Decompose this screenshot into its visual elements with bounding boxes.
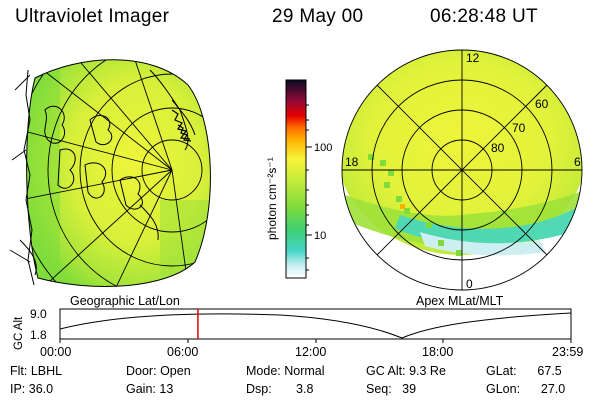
colorbar-tick-10: 10 — [314, 230, 326, 242]
time-tick-2359: 23:59 — [552, 345, 583, 359]
date-label: 29 May 00 — [272, 6, 364, 27]
seq-info: Seq: 39 — [366, 382, 417, 396]
mlt-label-0: 0 — [466, 277, 473, 291]
dsp-info: Dsp: 3.8 — [246, 382, 314, 396]
door-info: Door: Open — [126, 364, 191, 378]
door-value: Open — [160, 364, 191, 378]
mlt-label-6: 6 — [574, 155, 581, 169]
ip-info: IP: 36.0 — [10, 382, 54, 396]
geographic-image — [9, 59, 211, 287]
colorbar-tick-100: 100 — [314, 142, 332, 154]
glat-value: 67.5 — [537, 364, 562, 378]
mlt-label-18: 18 — [345, 155, 359, 169]
lat-label-60: 60 — [535, 97, 549, 111]
glat-info: GLat: 67.5 — [486, 364, 562, 378]
gcalt-info: GC Alt: 9.3 Re — [366, 364, 446, 378]
ip-value: 36.0 — [28, 382, 54, 396]
gain-info: Gain: 13 — [126, 382, 174, 396]
gcalt-value: 9.3 Re — [409, 364, 446, 378]
mode-value: Normal — [284, 364, 325, 378]
time-tick-0600: 06:00 — [167, 345, 198, 359]
timeline-ytick-top: 9.0 — [30, 307, 47, 321]
glon-value: 27.0 — [540, 382, 566, 396]
lat-label-80: 80 — [491, 141, 505, 155]
time-tick-0000: 00:00 — [40, 345, 71, 359]
colorbar: 100 10 photon cm⁻²s⁻¹ — [265, 79, 332, 279]
apex-label: Apex MLat/MLT — [416, 294, 504, 308]
glon-info: GLon: 27.0 — [486, 382, 566, 396]
time-tick-1200: 12:00 — [295, 345, 326, 359]
time-tick-1800: 18:00 — [422, 345, 453, 359]
time-label: 06:28:48 UT — [430, 6, 538, 27]
filter-value: LBHL — [30, 364, 63, 378]
timeline-ytick-bottom: 1.8 — [30, 328, 47, 342]
polar-plot: 12 18 6 0 60 70 80 — [341, 49, 583, 291]
mode-info: Mode: Normal — [246, 364, 325, 378]
gain-value: 13 — [159, 382, 174, 396]
altitude-timeline: GC Alt 9.0 1.8 00:00 06:00 12:00 18:00 2… — [13, 307, 583, 359]
mlt-label-12: 12 — [466, 51, 480, 65]
colorbar-unit-label: photon cm⁻²s⁻¹ — [265, 157, 279, 240]
dsp-value: 3.8 — [296, 382, 314, 396]
timeline-ylabel: GC Alt — [13, 316, 25, 350]
lat-label-70: 70 — [512, 121, 526, 135]
instrument-title: Ultraviolet Imager — [15, 6, 170, 27]
seq-value: 39 — [402, 382, 417, 396]
filter-info: Flt: LBHL — [10, 364, 63, 378]
geographic-label: Geographic Lat/Lon — [70, 294, 180, 308]
